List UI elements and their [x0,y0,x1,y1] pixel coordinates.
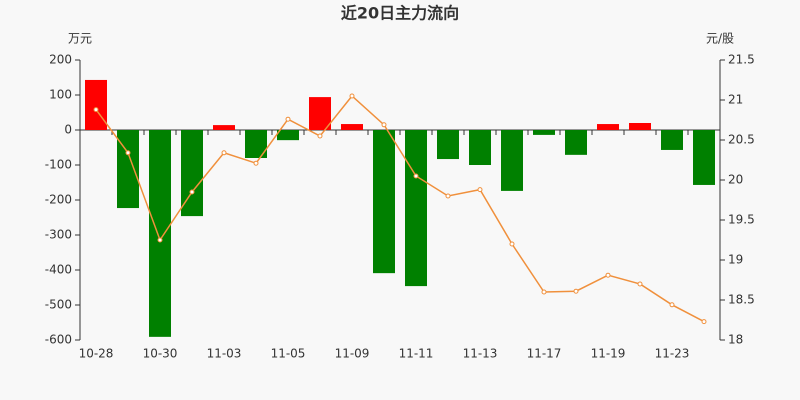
price-point [477,187,483,193]
price-point [349,93,355,99]
bar [661,130,683,150]
y-tick-label: -600 [45,333,72,347]
x-tick-label: 11-17 [527,347,562,361]
y2-tick-label: 21.5 [728,53,755,67]
y2-axis-label: 元/股 [706,32,734,46]
x-tick-label: 11-09 [335,347,370,361]
price-point [573,288,579,294]
price-point [637,281,643,287]
price-line [95,94,705,323]
bar [277,130,299,141]
bar [117,130,139,209]
price-point [509,241,515,247]
price-point [285,116,291,122]
price-point [381,122,387,128]
y-tick-label: -500 [45,298,72,312]
price-point [669,302,675,308]
x-tick-label: 10-30 [143,347,178,361]
y-tick-label: -400 [45,263,72,277]
y-tick-label: -300 [45,228,72,242]
y-tick-label: 0 [64,123,72,137]
bar [565,130,587,155]
price-point [317,133,323,139]
bar [437,130,459,160]
y2-tick-label: 18.5 [728,293,755,307]
bar [501,130,523,191]
x-tick-label: 10-28 [79,347,114,361]
x-tick-label: 11-11 [399,347,434,361]
y2-tick-label: 19 [728,253,743,267]
chart-title: 近20日主力流向 [341,4,459,23]
x-tick-label: 11-23 [655,347,690,361]
y-tick-label: -100 [45,158,72,172]
y-tick-label: 100 [49,88,72,102]
price-point [93,107,99,113]
y2-tick-label: 20.5 [728,133,755,147]
x-tick-label: 11-05 [271,347,306,361]
bar [373,130,395,274]
y2-tick-label: 19.5 [728,213,755,227]
price-point [253,160,259,166]
price-point [125,150,131,156]
bar [149,130,171,337]
bar [533,130,555,135]
price-point [541,289,547,295]
bar [85,79,107,130]
x-tick-label: 11-03 [207,347,242,361]
price-point [413,173,419,179]
bar [309,97,331,130]
bar [341,124,363,130]
price-point [445,193,451,199]
x-tick-label: 11-13 [463,347,498,361]
y2-tick-label: 18 [728,333,743,347]
price-point [157,237,163,243]
bar [245,130,267,158]
price-point [189,189,195,195]
bar [405,130,427,287]
bar [597,124,619,130]
price-point [701,319,707,325]
y2-tick-label: 21 [728,93,743,107]
y-tick-label: 200 [49,53,72,67]
x-tick-label: 11-19 [591,347,626,361]
bar [181,130,203,217]
bar [213,125,235,130]
y2-tick-label: 20 [728,173,743,187]
price-point [221,150,227,156]
bar [469,130,491,165]
price-point [605,272,611,278]
y-axis-label: 万元 [68,32,92,46]
y-tick-label: -200 [45,193,72,207]
bar [629,123,651,130]
bar [693,130,715,185]
